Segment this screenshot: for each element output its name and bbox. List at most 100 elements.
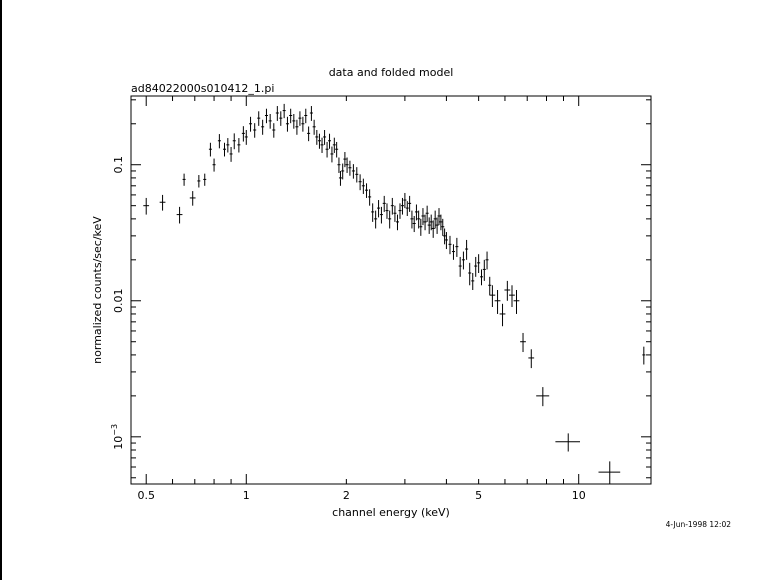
data-point bbox=[419, 218, 423, 236]
chart-subtitle: ad84022000s010412_1.pi bbox=[131, 82, 274, 95]
data-point bbox=[241, 126, 245, 142]
data-point bbox=[292, 113, 296, 129]
y-tick-label: 0.1 bbox=[112, 156, 125, 174]
data-point bbox=[244, 129, 248, 145]
data-point bbox=[509, 285, 515, 307]
plot-frame bbox=[130, 95, 652, 485]
data-point bbox=[341, 163, 345, 180]
data-point bbox=[320, 137, 324, 153]
data-point bbox=[379, 206, 383, 224]
data-point bbox=[351, 164, 355, 179]
data-point bbox=[439, 214, 443, 231]
data-point bbox=[182, 173, 186, 186]
x-tick-label: 10 bbox=[572, 489, 586, 502]
data-point bbox=[298, 111, 302, 126]
window-left-border bbox=[0, 0, 2, 580]
data-point bbox=[488, 276, 492, 296]
data-point bbox=[249, 116, 253, 132]
data-point bbox=[358, 174, 362, 191]
data-point bbox=[223, 142, 227, 157]
data-point bbox=[410, 210, 414, 229]
data-point bbox=[437, 208, 441, 226]
data-point bbox=[301, 116, 305, 132]
data-point bbox=[348, 160, 352, 176]
x-tick-label: 5 bbox=[475, 489, 482, 502]
x-tick-label: 1 bbox=[243, 489, 250, 502]
data-point bbox=[412, 215, 416, 233]
data-point bbox=[504, 280, 511, 301]
data-point bbox=[328, 133, 332, 149]
data-point bbox=[323, 129, 327, 145]
y-tick-exponent: −3 bbox=[110, 424, 119, 436]
data-point bbox=[385, 203, 389, 219]
data-point bbox=[312, 119, 316, 135]
data-point bbox=[417, 210, 421, 229]
data-point bbox=[431, 220, 435, 238]
data-point bbox=[368, 189, 372, 206]
data-point bbox=[455, 237, 459, 257]
data-point bbox=[536, 387, 550, 407]
data-point bbox=[309, 106, 313, 121]
data-point bbox=[365, 183, 369, 198]
x-axis-label: channel energy (keV) bbox=[332, 506, 450, 519]
data-point bbox=[513, 290, 520, 314]
data-point bbox=[435, 217, 439, 234]
data-point bbox=[395, 214, 399, 231]
data-point bbox=[405, 201, 409, 216]
data-point bbox=[289, 108, 293, 124]
data-point bbox=[461, 251, 465, 270]
data-point bbox=[468, 262, 472, 286]
data-point bbox=[382, 195, 386, 212]
y-tick-labels: 0.1 0.01 10−3 bbox=[110, 156, 125, 450]
axis-ticks bbox=[131, 96, 651, 484]
data-point bbox=[482, 259, 486, 281]
data-point bbox=[520, 332, 526, 353]
data-point bbox=[425, 205, 429, 222]
data-point bbox=[143, 197, 150, 215]
data-point bbox=[433, 210, 437, 229]
data-point bbox=[332, 137, 336, 153]
data-point bbox=[465, 239, 469, 260]
data-point bbox=[377, 200, 381, 218]
data-point bbox=[499, 303, 506, 327]
data-point bbox=[279, 111, 283, 126]
data-point bbox=[555, 433, 581, 452]
data-point bbox=[345, 157, 349, 173]
data-point bbox=[257, 111, 261, 126]
data-point bbox=[237, 138, 241, 153]
data-point bbox=[159, 194, 166, 211]
data-point bbox=[315, 129, 319, 145]
data-point bbox=[528, 349, 535, 369]
data-point bbox=[197, 175, 201, 188]
data-point bbox=[226, 138, 230, 153]
data-point bbox=[414, 204, 418, 221]
data-point bbox=[489, 285, 496, 307]
data-point bbox=[268, 113, 272, 129]
data-point bbox=[451, 244, 455, 260]
data-point bbox=[275, 106, 279, 121]
data-point bbox=[388, 210, 392, 229]
data-point bbox=[429, 214, 433, 231]
timestamp: 4-Jun-1998 12:02 bbox=[666, 520, 732, 529]
data-point bbox=[253, 123, 257, 138]
data-point bbox=[212, 158, 216, 172]
data-point bbox=[337, 157, 341, 173]
x-tick-label: 0.5 bbox=[137, 489, 155, 502]
data-point bbox=[229, 146, 233, 162]
data-point bbox=[330, 146, 334, 163]
data-point bbox=[317, 133, 321, 149]
data-point bbox=[441, 218, 445, 236]
data-point bbox=[307, 126, 311, 142]
data-point bbox=[448, 235, 452, 255]
data-point bbox=[217, 134, 221, 149]
data-point bbox=[458, 256, 462, 277]
data-point bbox=[325, 141, 329, 158]
data-point bbox=[598, 461, 621, 484]
y-tick-label: 0.01 bbox=[112, 289, 125, 314]
data-point bbox=[390, 197, 394, 215]
data-point bbox=[642, 346, 646, 365]
data-point bbox=[471, 273, 475, 290]
data-point bbox=[338, 170, 342, 186]
data-point bbox=[485, 251, 489, 270]
data-point bbox=[232, 133, 236, 150]
